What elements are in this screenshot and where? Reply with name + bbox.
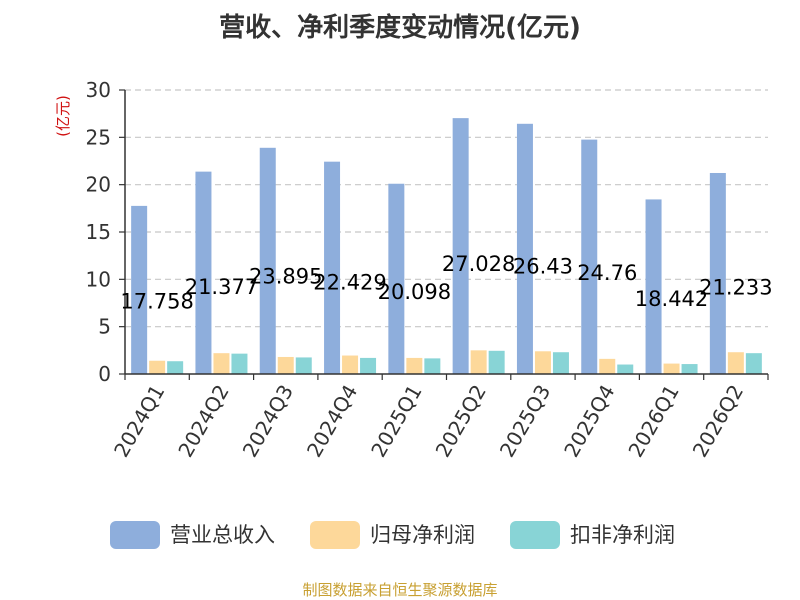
bar-2025Q4-1[interactable] xyxy=(581,139,598,374)
bar-2025Q2-1[interactable] xyxy=(452,118,469,374)
x-axis-ticks: 2024Q1 2024Q2 2024Q3 2024Q4 2025Q1 2025Q2 2025… xyxy=(109,381,748,462)
bar-2024Q1-2[interactable] xyxy=(149,360,166,374)
data-label: 23.895 xyxy=(249,265,322,289)
legend-label[interactable]: 归母净利润 xyxy=(370,523,475,547)
x-tick-label: 2025Q1 xyxy=(366,381,426,462)
data-label: 21.377 xyxy=(185,275,258,299)
y-tick-label: 30 xyxy=(86,78,111,102)
y-tick-label: 10 xyxy=(86,267,111,291)
data-label: 22.429 xyxy=(313,271,386,295)
x-tick-label: 2024Q3 xyxy=(238,381,298,462)
bar-2025Q3-2[interactable] xyxy=(534,351,551,374)
data-label: 27.028 xyxy=(442,252,515,276)
x-tick-label: 2026Q1 xyxy=(623,381,683,462)
y-tick-label: 20 xyxy=(86,173,111,197)
bar-2024Q3-2[interactable] xyxy=(277,356,294,374)
bar-2024Q3-1[interactable] xyxy=(259,147,276,374)
bars xyxy=(131,118,762,375)
data-label: 24.76 xyxy=(577,261,637,285)
x-tick-label: 2024Q2 xyxy=(173,381,233,462)
y-tick-label: 25 xyxy=(86,125,111,149)
data-label: 20.098 xyxy=(378,280,451,304)
source-note: 制图数据来自恒生聚源数据库 xyxy=(302,581,497,599)
bar-2025Q4-2[interactable] xyxy=(599,358,616,374)
bar-2024Q2-3[interactable] xyxy=(231,353,248,374)
bar-2026Q2-3[interactable] xyxy=(745,353,762,374)
data-label: 17.758 xyxy=(120,290,193,314)
data-label: 26.43 xyxy=(513,254,573,278)
y-tick-label: 15 xyxy=(86,220,111,244)
bar-2024Q1-3[interactable] xyxy=(167,361,184,374)
data-label: 21.233 xyxy=(699,276,772,300)
bar-2025Q4-3[interactable] xyxy=(617,364,634,374)
bar-2025Q1-2[interactable] xyxy=(406,357,423,374)
legend-label[interactable]: 扣非净利润 xyxy=(570,523,675,547)
x-tick-label: 2025Q2 xyxy=(431,381,491,462)
x-tick-label: 2025Q4 xyxy=(559,381,619,462)
chart-title: 营收、净利季度变动情况(亿元) xyxy=(219,12,581,43)
legend[interactable]: 营业总收入 归母净利润 扣非净利润 xyxy=(110,521,675,549)
bar-2024Q1-1[interactable] xyxy=(131,205,148,374)
bar-2026Q2-1[interactable] xyxy=(709,172,726,374)
legend-label[interactable]: 营业总收入 xyxy=(170,523,275,547)
legend-swatch[interactable] xyxy=(110,521,160,549)
x-tick-label: 2025Q3 xyxy=(495,381,555,462)
y-axis-label: (亿元) xyxy=(54,95,72,137)
bar-2026Q2-2[interactable] xyxy=(727,352,744,374)
y-axis-ticks: 0 5 10 15 20 25 30 xyxy=(86,78,125,386)
bar-2024Q2-1[interactable] xyxy=(195,171,212,374)
x-axis xyxy=(124,90,769,380)
legend-swatch[interactable] xyxy=(310,521,360,549)
bar-2025Q1-1[interactable] xyxy=(388,183,405,374)
bar-2024Q2-2[interactable] xyxy=(213,353,230,374)
x-tick-label: 2024Q4 xyxy=(302,381,362,462)
bar-2025Q3-3[interactable] xyxy=(552,352,569,374)
bar-2026Q1-2[interactable] xyxy=(663,363,680,374)
bar-2024Q4-3[interactable] xyxy=(360,357,377,374)
data-label: 18.442 xyxy=(635,287,708,311)
x-tick-label: 2026Q2 xyxy=(688,381,748,462)
bar-2026Q1-3[interactable] xyxy=(681,364,698,374)
bar-2025Q2-2[interactable] xyxy=(470,350,487,374)
bar-2025Q1-3[interactable] xyxy=(424,358,441,374)
y-tick-label: 5 xyxy=(98,315,111,339)
x-tick-label: 2024Q1 xyxy=(109,381,169,462)
y-tick-label: 0 xyxy=(98,362,111,386)
bar-2024Q4-2[interactable] xyxy=(342,355,359,374)
bar-2024Q4-1[interactable] xyxy=(324,161,341,374)
legend-swatch[interactable] xyxy=(510,521,560,549)
bar-2025Q2-3[interactable] xyxy=(488,350,505,374)
bar-2025Q3-1[interactable] xyxy=(516,123,533,375)
bar-2026Q1-1[interactable] xyxy=(645,199,662,374)
bar-2024Q3-3[interactable] xyxy=(295,357,312,374)
